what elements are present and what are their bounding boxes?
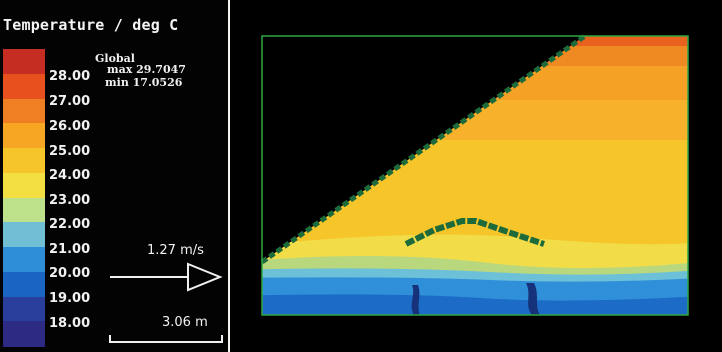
colorbar-swatch bbox=[3, 296, 45, 322]
legend-panel: Temperature / deg C 28.00 27.00 26.00 25… bbox=[0, 0, 228, 352]
layer-19 bbox=[262, 294, 688, 315]
colorbar-label: 18.00 bbox=[49, 316, 91, 331]
colorbar-label: 19.00 bbox=[49, 291, 91, 306]
colorbar-swatch bbox=[3, 197, 45, 223]
colorbar-label: 27.00 bbox=[49, 94, 91, 109]
colorbar-label: 25.00 bbox=[49, 144, 91, 159]
colorbar-label: 23.00 bbox=[49, 193, 91, 208]
colorbar-swatch bbox=[3, 123, 45, 149]
velocity-scale-label: 1.27 m/s bbox=[147, 243, 204, 258]
length-scale-label: 3.06 m bbox=[162, 315, 208, 330]
colorbar-label: 24.00 bbox=[49, 168, 91, 183]
length-scale-bar bbox=[109, 335, 223, 343]
colorbar-label: 21.00 bbox=[49, 242, 91, 257]
dark-streak bbox=[411, 285, 420, 315]
layer-28 bbox=[560, 36, 688, 46]
colorbar-swatch bbox=[3, 247, 45, 273]
colorbar-swatch bbox=[3, 271, 45, 297]
colorbar-swatch bbox=[3, 172, 45, 198]
colorbar-label: 20.00 bbox=[49, 266, 91, 281]
velocity-arrow-icon bbox=[110, 262, 223, 292]
colorbar-label: 28.00 bbox=[49, 69, 91, 84]
layer-27 bbox=[262, 36, 688, 66]
colorbar-swatch bbox=[3, 321, 45, 347]
plot-frame bbox=[261, 35, 689, 316]
global-max: max 29.7047 bbox=[107, 63, 186, 76]
temperature-field bbox=[262, 36, 688, 315]
colorbar-swatch bbox=[3, 73, 45, 99]
thermocline-marker bbox=[404, 218, 545, 247]
colorbar bbox=[3, 49, 45, 347]
slope-boundary bbox=[260, 33, 587, 265]
legend-title: Temperature / deg C bbox=[3, 16, 179, 34]
panel-divider bbox=[228, 0, 230, 352]
colorbar-label: 26.00 bbox=[49, 119, 91, 134]
global-min: min 17.0526 bbox=[105, 76, 183, 89]
global-heading: Global bbox=[95, 52, 135, 65]
colorbar-swatch bbox=[3, 98, 45, 124]
colorbar-swatch bbox=[3, 148, 45, 174]
temperature-section-plot bbox=[260, 33, 689, 316]
dark-streak bbox=[526, 283, 540, 315]
colorbar-label: 22.00 bbox=[49, 217, 91, 232]
colorbar-swatch bbox=[3, 49, 45, 75]
colorbar-swatch bbox=[3, 222, 45, 248]
